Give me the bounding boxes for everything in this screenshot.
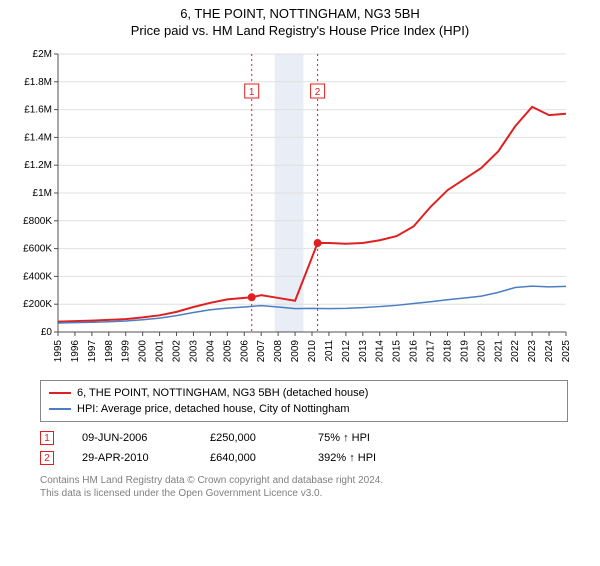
event-price: £250,000 [210, 432, 290, 444]
legend-label: 6, THE POINT, NOTTINGHAM, NG3 5BH (detac… [77, 387, 368, 399]
sale-events-table: 1 09-JUN-2006 £250,000 75% ↑ HPI 2 29-APR-201… [40, 428, 568, 468]
legend-label: HPI: Average price, detached house, City… [77, 403, 350, 415]
svg-text:1997: 1997 [87, 340, 98, 363]
svg-text:2006: 2006 [239, 340, 250, 363]
attribution-line: Contains HM Land Registry data © Crown c… [40, 474, 568, 487]
svg-text:£800K: £800K [23, 216, 52, 227]
svg-text:2004: 2004 [205, 340, 216, 363]
svg-text:2024: 2024 [544, 340, 555, 363]
sale-event-row: 2 29-APR-2010 £640,000 392% ↑ HPI [40, 448, 568, 468]
svg-text:1996: 1996 [70, 340, 81, 363]
svg-text:£1M: £1M [33, 188, 52, 199]
legend-swatch [49, 392, 71, 394]
svg-text:2007: 2007 [256, 340, 267, 363]
svg-text:2022: 2022 [510, 340, 521, 363]
event-hpi: 75% ↑ HPI [318, 432, 398, 444]
svg-text:£1.4M: £1.4M [24, 132, 52, 143]
event-marker: 2 [40, 451, 54, 465]
svg-text:£200K: £200K [23, 299, 52, 310]
svg-text:2: 2 [315, 87, 321, 98]
legend-item: 6, THE POINT, NOTTINGHAM, NG3 5BH (detac… [49, 385, 559, 401]
legend-swatch [49, 408, 71, 410]
svg-text:2014: 2014 [375, 340, 386, 363]
svg-text:£1.8M: £1.8M [24, 77, 52, 88]
svg-text:2001: 2001 [155, 340, 166, 363]
svg-text:2002: 2002 [172, 340, 183, 363]
svg-text:2010: 2010 [307, 340, 318, 363]
svg-text:£1.2M: £1.2M [24, 160, 52, 171]
event-hpi: 392% ↑ HPI [318, 452, 398, 464]
legend-item: HPI: Average price, detached house, City… [49, 401, 559, 417]
event-date: 09-JUN-2006 [82, 432, 182, 444]
svg-text:2011: 2011 [324, 340, 335, 362]
svg-text:1999: 1999 [121, 340, 132, 363]
svg-text:2005: 2005 [222, 340, 233, 363]
svg-text:1998: 1998 [104, 340, 115, 363]
svg-text:2009: 2009 [290, 340, 301, 363]
svg-text:2015: 2015 [392, 340, 403, 363]
svg-text:2020: 2020 [476, 340, 487, 363]
svg-text:2017: 2017 [426, 340, 437, 363]
event-price: £640,000 [210, 452, 290, 464]
svg-text:2012: 2012 [341, 340, 352, 363]
svg-text:£1.6M: £1.6M [24, 105, 52, 116]
svg-text:1: 1 [249, 87, 255, 98]
svg-text:£400K: £400K [23, 271, 52, 282]
legend: 6, THE POINT, NOTTINGHAM, NG3 5BH (detac… [40, 380, 568, 422]
event-marker: 1 [40, 431, 54, 445]
chart-title: 6, THE POINT, NOTTINGHAM, NG3 5BH [0, 6, 600, 21]
svg-text:2021: 2021 [493, 340, 504, 363]
attribution-line: This data is licensed under the Open Gov… [40, 487, 568, 500]
svg-text:£600K: £600K [23, 244, 52, 255]
svg-text:£0: £0 [41, 327, 53, 338]
svg-text:2000: 2000 [138, 340, 149, 363]
chart-subtitle: Price paid vs. HM Land Registry's House … [0, 23, 600, 38]
svg-text:2013: 2013 [358, 340, 369, 363]
price-chart: 1 2 £0 £200K £400K £600K £800K £1M £1.2M £1.4M £1.… [0, 44, 600, 374]
svg-text:2016: 2016 [409, 340, 420, 363]
svg-text:2018: 2018 [442, 340, 453, 363]
svg-text:2023: 2023 [527, 340, 538, 363]
event-date: 29-APR-2010 [82, 452, 182, 464]
svg-text:2003: 2003 [188, 340, 199, 363]
attribution-text: Contains HM Land Registry data © Crown c… [40, 474, 568, 500]
svg-text:1995: 1995 [53, 340, 64, 363]
sale-event-row: 1 09-JUN-2006 £250,000 75% ↑ HPI [40, 428, 568, 448]
svg-text:2019: 2019 [459, 340, 470, 363]
svg-text:2008: 2008 [273, 340, 284, 363]
svg-text:£2M: £2M [33, 49, 52, 60]
svg-text:2025: 2025 [561, 340, 572, 363]
